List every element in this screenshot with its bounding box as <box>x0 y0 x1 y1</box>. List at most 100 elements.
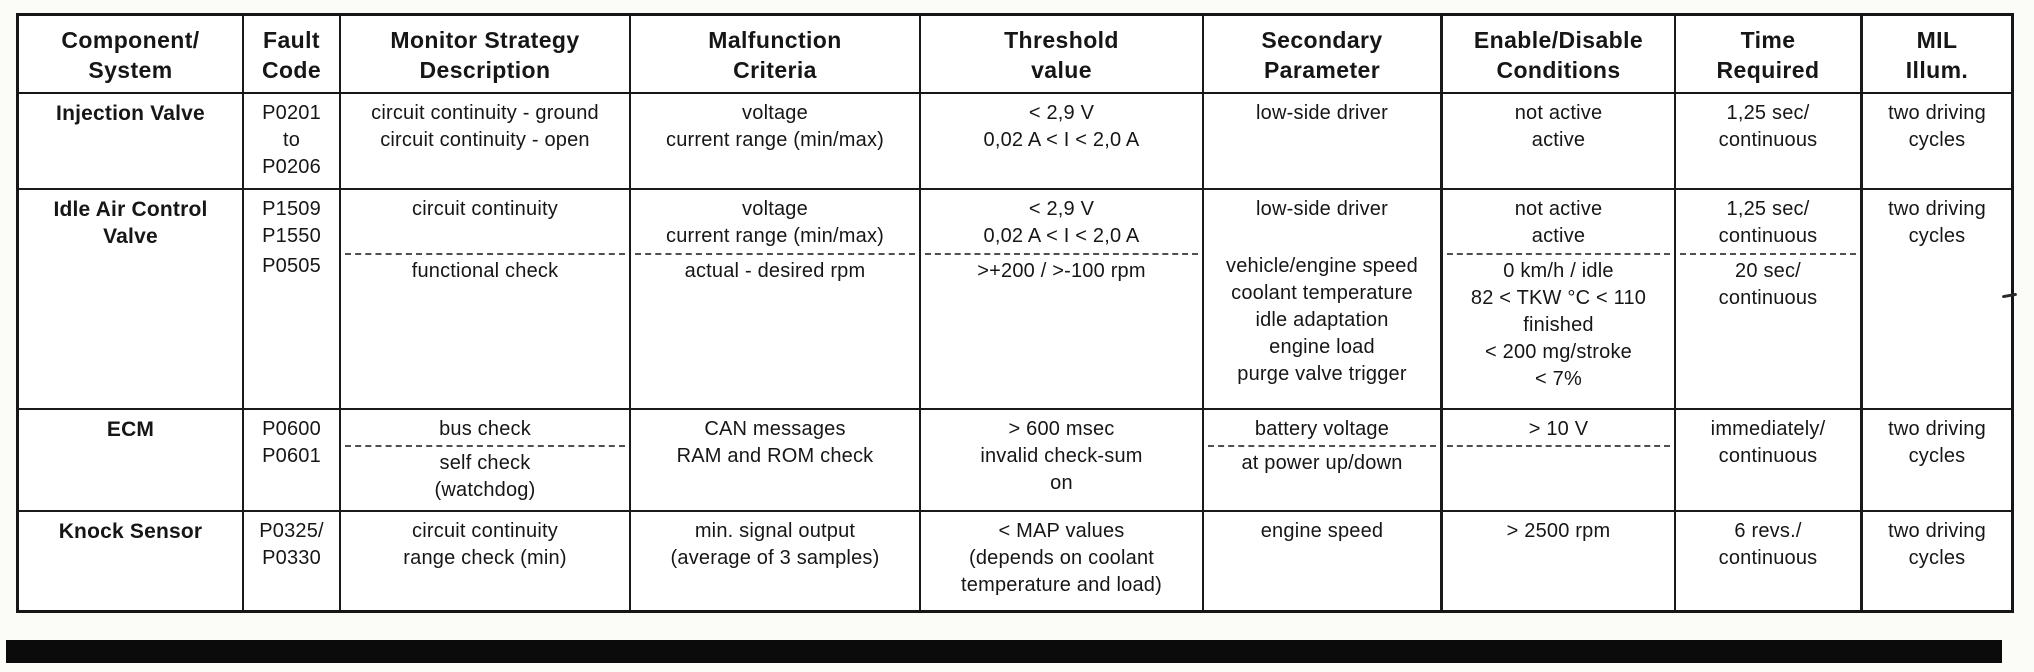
cell-line: 20 sec/ <box>1735 260 1801 282</box>
cell-line: functional check <box>411 260 559 282</box>
cell-line: 0,02 A < I < 2,0 A <box>983 129 1140 151</box>
cell-line: voltage <box>742 198 808 220</box>
cell-line: current range (min/max) <box>666 225 884 247</box>
cell-line: temperature and load) <box>961 574 1162 596</box>
cell-line: > 600 msec <box>1008 418 1115 440</box>
cell-segment: < MAP values (depends on coolant temperatu… <box>925 518 1198 599</box>
cell-segment: circuit continuity <box>345 196 625 253</box>
header-label: Time <box>1740 27 1796 53</box>
cell-line: P1550 <box>262 225 321 247</box>
cell-secondary-parameter: engine speed <box>1204 512 1443 610</box>
cell-line: cycles <box>1908 225 1966 247</box>
cell-line: battery voltage <box>1254 418 1390 440</box>
cell-monitor-strategy-description: circuit continuity functional check <box>341 190 631 408</box>
header-cell-fault-code: Fault Code <box>244 16 341 92</box>
cell-enable-disable-conditions: > 10 V <box>1443 410 1676 510</box>
header-cell-monitor-strategy-description: Monitor Strategy Description <box>341 16 631 92</box>
header-cell-malfunction-criteria: Malfunction Criteria <box>631 16 921 92</box>
cell-segment: P1509 P1550 <box>248 196 335 253</box>
cell-line: low-side driver <box>1256 198 1388 220</box>
header-cell-secondary-parameter: Secondary Parameter <box>1204 16 1443 92</box>
cell-line: two driving <box>1888 198 1986 220</box>
cell-segment: 20 sec/continuous <box>1680 253 1856 312</box>
cell-secondary-parameter: low-side driver <box>1204 94 1443 188</box>
cell-segment: two driving cycles <box>1867 196 2007 253</box>
table-body: Injection Valve P0201 to P0206 circuit conti… <box>19 94 2011 610</box>
cell-line: circuit continuity <box>412 198 558 220</box>
cell-line: 82 < TKW °C < 110 <box>1470 287 1647 309</box>
cell-monitor-strategy-description: circuit continuity range check (min) <box>341 512 631 610</box>
cell-line: < 2,9 V <box>1028 198 1095 220</box>
cell-line: Idle Air Control <box>53 198 208 221</box>
table-header-row: Component/System Fault Code Monitor Strateg… <box>19 16 2011 94</box>
cell-line: purge valve trigger <box>1237 363 1407 385</box>
cell-line: P0505 <box>262 255 321 277</box>
cell-segment: Knock Sensor <box>23 518 238 545</box>
cell-line: ECM <box>106 418 155 441</box>
cell-malfunction-criteria: voltage current range (min/max) <box>631 94 921 188</box>
cell-segment: battery voltage <box>1208 416 1436 445</box>
cell-line: > 2500 rpm <box>1506 520 1611 542</box>
cell-enable-disable-conditions: not active active 0 km/h / idle 82 < TKW °C… <box>1443 190 1676 408</box>
cell-line: continuous <box>1718 287 1818 309</box>
cell-segment: not active active <box>1447 196 1670 253</box>
cell-segment: bus check <box>345 416 625 445</box>
cell-line: < 7% <box>1535 368 1582 390</box>
cell-line: circuit continuity - ground <box>371 102 599 124</box>
cell-time-required: immediately/continuous <box>1676 410 1863 510</box>
cell-segment: Idle Air Control Valve <box>23 196 238 253</box>
cell-line: engine speed <box>1260 520 1384 542</box>
header-label: MIL <box>1916 27 1958 53</box>
cell-line: current range (min/max) <box>666 129 884 151</box>
cell-line: P0330 <box>262 547 321 569</box>
cell-segment: self check (watchdog) <box>345 445 625 504</box>
cell-time-required: 6 revs./ continuous <box>1676 512 1863 610</box>
cell-line: < 2,9 V <box>1028 102 1095 124</box>
cell-segment: 1,25 sec/continuous <box>1680 100 1856 154</box>
cell-segment: not active active <box>1447 100 1670 154</box>
cell-segment: functional check <box>345 253 625 285</box>
cell-segment: < 2,9 V 0,02 A < I < 2,0 A <box>925 196 1198 253</box>
header-label: Threshold <box>1004 27 1119 53</box>
cell-line: actual - desired rpm <box>684 260 866 282</box>
cell-fault-code: P0600 P0601 <box>244 410 341 510</box>
cell-line: 1,25 sec/ <box>1726 198 1810 220</box>
cell-component-system: Knock Sensor <box>19 512 244 610</box>
cell-line: P0600 <box>262 418 321 440</box>
header-label: Monitor Strategy <box>390 27 580 53</box>
cell-line: Injection Valve <box>56 102 205 125</box>
cell-segment: immediately/continuous <box>1680 416 1856 470</box>
header-cell-mil-illum: MIL Illum. <box>1863 16 2011 92</box>
obd-diagnostic-table: Component/System Fault Code Monitor Strateg… <box>16 13 2014 613</box>
cell-segment: circuit continuity range check (min) <box>345 518 625 572</box>
cell-segment: P0201 to P0206 <box>248 100 335 181</box>
header-label: Malfunction <box>708 27 842 53</box>
cell-segment: > 10 V <box>1447 416 1670 445</box>
header-cell-time-required: Time Required <box>1676 16 1863 92</box>
cell-line: min. signal output <box>694 520 856 542</box>
cell-line: continuous <box>1718 445 1818 467</box>
cell-segment <box>1447 445 1670 451</box>
cell-line: coolant temperature <box>1231 282 1413 304</box>
cell-line: engine load <box>1269 336 1375 358</box>
cell-line: not active <box>1514 102 1603 124</box>
header-label: Criteria <box>733 57 817 83</box>
cell-line: Valve <box>103 225 158 248</box>
table-row-ecm: ECM P0600 P0601 bus check self check (watchdo… <box>19 410 2011 512</box>
header-label: Description <box>419 57 551 83</box>
cell-line: two driving <box>1888 520 1986 542</box>
cell-fault-code: P0325/P0330 <box>244 512 341 610</box>
cell-line: continuous <box>1718 225 1818 247</box>
cell-line: (depends on coolant <box>968 547 1155 569</box>
cell-fault-code: P1509 P1550 P0505 <box>244 190 341 408</box>
cell-time-required: 1,25 sec/continuous <box>1676 94 1863 188</box>
cell-line: invalid check-sum <box>980 445 1143 467</box>
cell-line: active <box>1531 129 1586 151</box>
cell-enable-disable-conditions: > 2500 rpm <box>1443 512 1676 610</box>
cell-segment: two driving cycles <box>1867 416 2007 470</box>
cell-segment: 0 km/h / idle 82 < TKW °C < 110 finished < … <box>1447 253 1670 393</box>
header-label: Required <box>1716 57 1820 83</box>
cell-line: continuous <box>1718 129 1818 151</box>
cell-segment: > 2500 rpm <box>1447 518 1670 545</box>
cell-line: RAM and ROM check <box>676 445 874 467</box>
